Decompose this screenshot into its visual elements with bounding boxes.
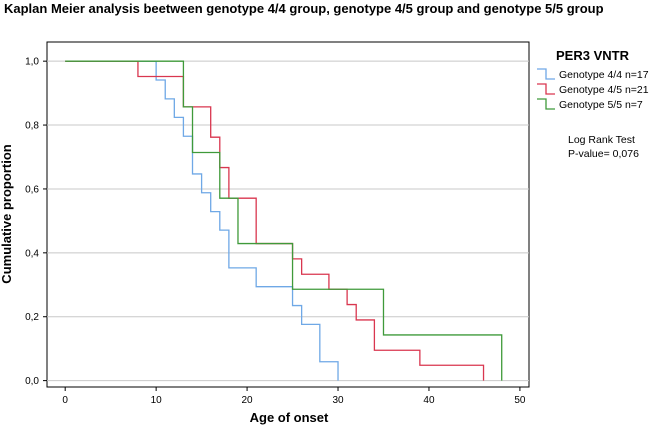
x-tick-label: 40 [423,395,435,406]
legend-label: Genotype 5/5 n=7 [559,99,643,111]
legend: PER3 VNTR Genotype 4/4 n=17 Genotype 4/5 … [537,48,649,111]
y-axis-title: Cumulative proportion [0,144,14,283]
legend-label: Genotype 4/5 n=21 [559,84,649,96]
legend-title: PER3 VNTR [556,48,630,63]
x-tick-label: 0 [62,395,68,406]
legend-swatch [537,68,555,80]
survival-curves [65,60,503,381]
x-tick-label: 30 [332,395,344,406]
y-tick-label: 0,0 [25,376,39,387]
plot-frame [46,41,530,388]
survival-curve-genotype-4-4 [65,60,339,381]
y-tick-label: 1,0 [25,57,39,68]
x-tick-label: 20 [242,395,254,406]
x-tick-label: 50 [514,395,526,406]
log-rank-label: Log Rank Test [568,134,635,146]
legend-swatch [537,98,555,110]
y-tick-label: 0,4 [25,248,39,259]
x-axis-title: Age of onset [250,410,329,425]
chart-title: Kaplan Meier analysis beetween genotype … [4,1,604,16]
axis-ticks: 0,0 0,2 0,4 0,6 0,8 1,0 0 10 20 30 40 50 [25,57,526,406]
y-tick-label: 0,8 [25,121,39,132]
legend-swatch [537,83,555,95]
survival-curve-genotype-5-5 [65,60,503,381]
p-value-label: P-value= 0,076 [568,148,639,160]
y-tick-label: 0,6 [25,184,39,195]
x-tick-label: 10 [151,395,163,406]
legend-label: Genotype 4/4 n=17 [559,69,649,81]
gridlines [47,60,529,382]
y-tick-label: 0,2 [25,312,39,323]
